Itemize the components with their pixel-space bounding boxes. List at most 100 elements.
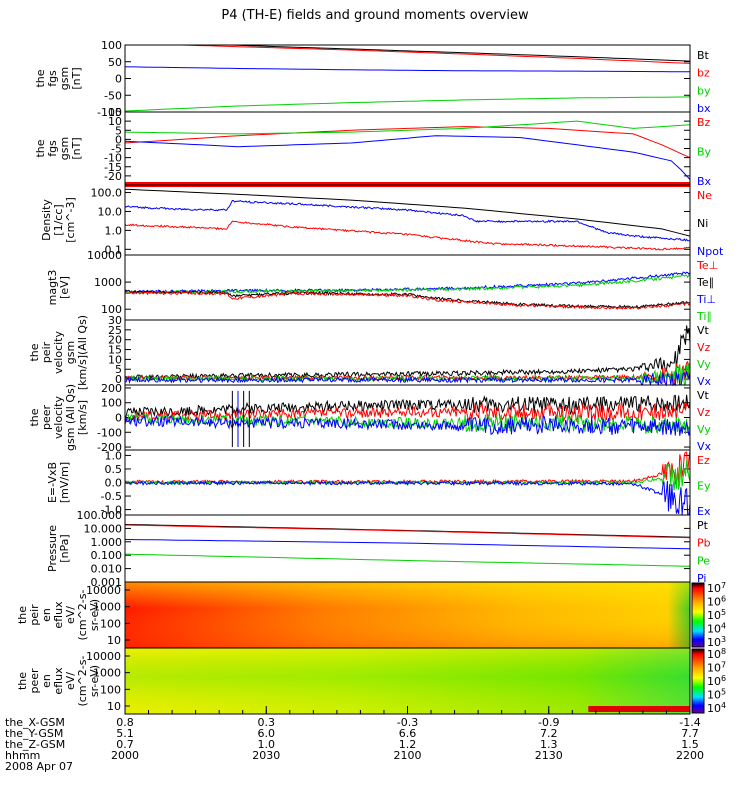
y-axis-label: (cm^2-s-	[76, 656, 89, 707]
legend-by: by	[697, 84, 711, 97]
y-axis-label: magt3	[46, 270, 59, 306]
legend-Ti∥: Ti∥	[696, 310, 712, 323]
y-axis-label: peir	[28, 604, 41, 626]
legend-Bx: Bx	[697, 175, 712, 188]
legend-Bz: Bz	[697, 116, 711, 129]
y-axis-label: eflux	[52, 601, 65, 629]
x-value: 2100	[394, 749, 422, 762]
series-Ex	[124, 480, 691, 516]
series-Ez	[124, 451, 691, 485]
series-bx	[124, 66, 691, 73]
y-axis-label: peir	[40, 341, 53, 363]
y-tick-label: -100	[97, 426, 122, 439]
y-axis-label: eflux	[52, 667, 65, 695]
x-row-label: the_X-GSM	[5, 716, 65, 729]
legend-Vt: Vt	[697, 324, 710, 337]
y-axis-label: [cm^-3]	[64, 197, 77, 243]
chart-title: P4 (TH-E) fields and ground moments over…	[221, 8, 529, 23]
series-Npot	[124, 220, 691, 251]
y-tick-label: 0	[115, 73, 122, 86]
y-tick-label: 10	[108, 353, 122, 366]
y-tick-label: 0	[115, 412, 122, 425]
series-Te∥	[124, 289, 691, 309]
legend-Pt: Pt	[697, 519, 709, 532]
series-Ey	[124, 460, 691, 491]
heatmap-hot-band	[588, 706, 690, 712]
colorbar-label: 106	[707, 595, 726, 609]
y-axis-label: the	[34, 139, 47, 157]
series-Vz	[124, 401, 691, 424]
y-tick-label: 0.1	[105, 243, 123, 256]
y-tick-label: 0.100	[91, 549, 123, 562]
legend-Vy: Vy	[697, 423, 711, 436]
series-Bx	[124, 135, 691, 180]
colorbar-label: 107	[707, 661, 726, 675]
series-Ti∥	[124, 274, 691, 295]
legend-Ne: Ne	[697, 189, 712, 202]
y-tick-label: 20	[108, 334, 122, 347]
x-value: 6.0	[258, 727, 276, 740]
legend-bx: bx	[697, 102, 711, 115]
legend-bz: bz	[697, 67, 710, 80]
y-tick-label: 200	[101, 382, 122, 395]
x-value: 1.2	[399, 738, 417, 751]
x-value: 6.6	[399, 727, 417, 740]
series-Ne	[124, 199, 691, 242]
y-axis-label: [mV/m]	[58, 462, 71, 503]
y-axis-label: [1/cc]	[52, 204, 65, 235]
x-value: 7.7	[681, 727, 699, 740]
colorbar-label: 106	[707, 674, 726, 688]
y-tick-label: 100	[100, 683, 121, 696]
x-row-label: hhmm	[5, 749, 40, 762]
y-tick-label: 5	[115, 124, 122, 137]
y-tick-label: -1.0	[101, 504, 122, 517]
series-bz	[125, 44, 691, 64]
series-Pb	[124, 524, 691, 539]
x-value: 2200	[676, 749, 704, 762]
y-tick-label: 10	[107, 634, 121, 647]
legend-Vx: Vx	[697, 440, 712, 453]
y-tick-label: 0.5	[105, 463, 123, 476]
legend-Pb: Pb	[697, 537, 711, 550]
y-axis-label: [nPa]	[58, 534, 71, 562]
y-tick-label: -10	[104, 152, 122, 165]
x-row-label: the_Y-GSM	[5, 727, 63, 740]
y-tick-label: -0.5	[101, 490, 122, 503]
x-value: 2130	[535, 749, 563, 762]
y-tick-label: 100	[101, 397, 122, 410]
legend-Te∥: Te∥	[696, 276, 714, 289]
series-Te⊥	[124, 290, 691, 310]
y-tick-label: 100	[100, 617, 121, 630]
x-value: 2030	[252, 749, 280, 762]
y-tick-label: 10	[107, 700, 121, 713]
y-axis-label: peer	[40, 405, 53, 431]
y-axis-label: [km/s]	[76, 400, 89, 435]
colorbar-label: 107	[707, 581, 726, 595]
x-value: 1.0	[258, 738, 276, 751]
series-Vt	[124, 325, 691, 380]
y-axis-label: [km/s](All Qs)	[76, 315, 89, 390]
y-axis-label: eV/	[64, 672, 77, 690]
y-tick-label: -100	[97, 106, 122, 119]
x-value: 0.8	[116, 716, 134, 729]
series-Bt	[125, 44, 691, 62]
y-tick-label: 100	[101, 39, 122, 52]
y-axis-label: the	[28, 408, 41, 426]
series-Pe	[124, 553, 691, 567]
x-value: 5.1	[116, 727, 134, 740]
legend-Ez: Ez	[697, 454, 710, 467]
y-tick-label: 1000	[93, 667, 121, 680]
series-Vt	[124, 394, 691, 419]
y-axis-label: velocity	[52, 331, 65, 374]
legend-Ex: Ex	[697, 505, 711, 518]
y-axis-label: sr-eV)	[88, 599, 101, 631]
y-axis-label: E=-VxB	[46, 462, 59, 503]
x-row-label: 2008 Apr 07	[5, 760, 73, 773]
y-tick-label: 15	[108, 344, 122, 357]
colorbar	[691, 582, 705, 648]
y-tick-label: 1000	[94, 276, 122, 289]
x-value: -0.3	[397, 716, 418, 729]
x-row-label: the_Z-GSM	[5, 738, 65, 751]
y-axis-label: gsm (All Qs)	[64, 384, 77, 451]
legend-Te⊥: Te⊥	[696, 259, 718, 272]
